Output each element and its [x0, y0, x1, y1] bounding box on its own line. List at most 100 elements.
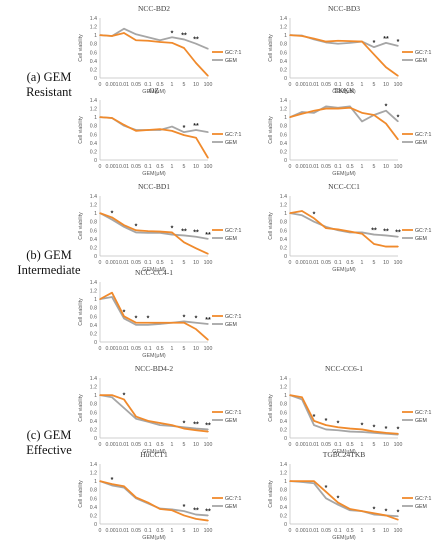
y-tick-label: 1.2 — [280, 25, 287, 31]
data-point-gc — [373, 53, 375, 56]
legend-label-gem: GEM — [225, 418, 237, 424]
data-point-gem — [171, 36, 173, 38]
data-point-gem — [397, 236, 399, 238]
y-tick-label: 1.4 — [90, 462, 97, 468]
y-tick-label: 1 — [284, 479, 287, 485]
data-point-gc — [385, 432, 387, 434]
data-point-gc — [301, 480, 303, 482]
y-tick-label: 0.8 — [280, 402, 287, 408]
group-label-effective: (c) GEM Effective — [0, 428, 98, 458]
significance-marker: * — [385, 426, 388, 433]
data-point-gc — [123, 315, 125, 317]
data-point-gc — [289, 394, 291, 396]
data-point-gem — [147, 324, 149, 326]
y-tick-label: 1.2 — [90, 471, 97, 477]
x-tick-label: 100 — [204, 164, 213, 170]
data-point-gem — [171, 125, 173, 128]
x-tick-label: 0 — [289, 82, 292, 88]
y-tick-label: 0 — [94, 76, 97, 82]
data-point-gem — [361, 120, 363, 123]
legend-label-gc: GC:7:1 — [225, 228, 242, 234]
y-tick-label: 0.6 — [280, 228, 287, 234]
data-point-gc — [195, 429, 197, 431]
y-tick-label: 1 — [94, 211, 97, 217]
data-point-gem — [349, 430, 351, 433]
data-point-gc — [147, 501, 149, 504]
x-axis-label: GEM(μM) — [142, 449, 166, 455]
data-point-gem — [301, 111, 303, 113]
data-point-gc — [183, 47, 185, 49]
significance-marker: * — [183, 504, 186, 511]
x-tick-label: 0.01 — [309, 164, 319, 170]
data-point-gc — [361, 40, 363, 43]
data-point-gc — [301, 35, 303, 37]
x-tick-label: 1 — [171, 528, 174, 534]
series-line-gc — [290, 480, 399, 521]
x-tick-label: 0 — [289, 260, 292, 266]
y-tick-label: 0 — [284, 522, 287, 528]
x-axis-label: GEM(μM) — [142, 89, 166, 95]
group-label-line2: Intermediate — [17, 263, 81, 277]
y-axis-label: Cell viability — [268, 480, 274, 508]
y-tick-label: 0.2 — [280, 513, 287, 519]
x-tick-label: 0.1 — [334, 442, 341, 448]
significance-marker: * — [313, 211, 316, 218]
data-point-gc — [111, 394, 113, 396]
data-point-gem — [183, 38, 185, 41]
data-point-gc — [147, 129, 149, 131]
group-label-line1: (c) GEM — [26, 428, 72, 442]
x-tick-label: 0.1 — [144, 164, 151, 170]
significance-marker: * — [385, 104, 388, 111]
data-point-gc — [337, 501, 339, 504]
data-point-gem — [207, 514, 209, 517]
data-point-gc — [171, 130, 173, 132]
x-tick-label: 0 — [99, 442, 102, 448]
y-tick-label: 0.8 — [90, 42, 97, 48]
x-tick-label: 1 — [361, 528, 364, 534]
x-tick-label: 0.01 — [309, 260, 319, 266]
data-point-gem — [349, 42, 351, 44]
data-point-gc — [207, 519, 209, 522]
y-tick-label: 0.2 — [90, 427, 97, 433]
x-tick-label: 0.01 — [119, 82, 129, 88]
data-point-gc — [349, 427, 351, 430]
significance-marker: ** — [205, 422, 211, 429]
data-point-gem — [135, 231, 137, 234]
y-tick-label: 0 — [284, 158, 287, 164]
data-point-gc — [123, 485, 125, 487]
x-tick-label: 0 — [289, 164, 292, 170]
y-tick-label: 0.2 — [280, 427, 287, 433]
x-tick-label: 0.1 — [334, 164, 341, 170]
data-point-gc — [123, 32, 125, 34]
x-tick-label: 1 — [361, 82, 364, 88]
data-point-gc — [111, 292, 113, 294]
y-axis-label: Cell viability — [78, 212, 84, 240]
significance-marker: * — [373, 40, 376, 47]
data-point-gem — [159, 424, 161, 426]
y-tick-label: 0.2 — [90, 67, 97, 73]
x-tick-label: 10 — [383, 164, 389, 170]
data-point-gc — [195, 137, 197, 139]
significance-marker: ** — [193, 123, 199, 130]
y-tick-label: 0 — [284, 254, 287, 260]
y-tick-label: 1.2 — [90, 289, 97, 295]
y-tick-label: 1.4 — [90, 194, 97, 200]
y-tick-label: 0.8 — [90, 402, 97, 408]
x-axis-label: GEM(μM) — [332, 535, 356, 541]
series-line-gc — [99, 32, 209, 77]
group-label-line2: Effective — [26, 443, 72, 457]
data-point-gc — [195, 518, 197, 520]
y-tick-label: 0.8 — [90, 220, 97, 226]
x-tick-label: 100 — [204, 442, 213, 448]
y-tick-label: 0 — [94, 340, 97, 346]
y-tick-label: 0.2 — [90, 149, 97, 155]
data-point-gc — [135, 496, 137, 499]
data-point-gc — [159, 230, 161, 233]
x-axis-label: GEM(μM) — [332, 267, 356, 273]
x-tick-label: 100 — [394, 164, 403, 170]
y-tick-label: 0 — [94, 158, 97, 164]
x-tick-label: 0.05 — [131, 260, 141, 266]
data-point-gc — [349, 40, 351, 42]
series-line-gem — [99, 212, 209, 240]
data-point-gem — [313, 112, 315, 114]
